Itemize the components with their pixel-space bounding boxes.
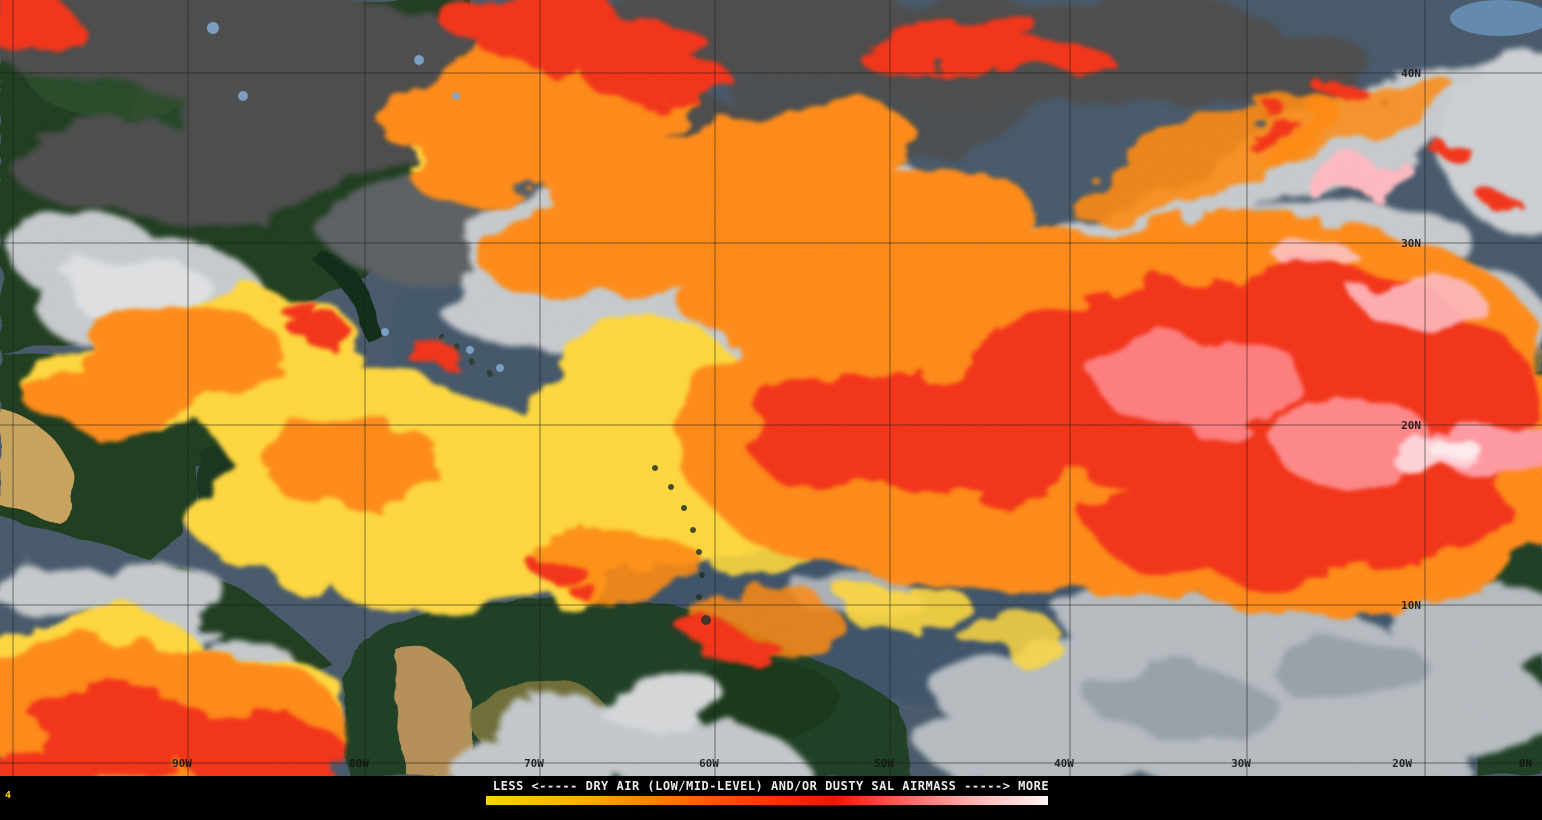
corner-mark: 4 [5, 790, 12, 801]
lat-label-20n: 20N [1401, 419, 1421, 432]
graticule-labels: 40N 30N 20N 10N 0N 90W 80W 70W 60W 50W 4… [172, 67, 1532, 770]
lon-label-90w: 90W [172, 757, 192, 770]
lon-label-30w: 30W [1231, 757, 1251, 770]
lon-label-80w: 80W [349, 757, 369, 770]
lon-label-50w: 50W [874, 757, 894, 770]
lon-label-20w: 20W [1392, 757, 1412, 770]
legend-color-bar [486, 796, 1048, 805]
lon-label-70w: 70W [524, 757, 544, 770]
image-grain [0, 0, 1542, 776]
lon-label-40w: 40W [1054, 757, 1074, 770]
satellite-scene: 40N 30N 20N 10N 0N 90W 80W 70W 60W 50W 4… [0, 0, 1542, 776]
lat-label-0n: 0N [1519, 757, 1532, 770]
lon-label-60w: 60W [699, 757, 719, 770]
caption-bar: GOES-EAST: SAHARAN AIR LAYER TRACKING PR… [0, 808, 1542, 820]
legend: 4 LESS <----- DRY AIR (LOW/MID-LEVEL) AN… [0, 776, 1542, 808]
lat-label-10n: 10N [1401, 599, 1421, 612]
legend-label: LESS <----- DRY AIR (LOW/MID-LEVEL) AND/… [492, 779, 1050, 793]
graticule-lines [0, 0, 1542, 776]
lat-label-30n: 30N [1401, 237, 1421, 250]
satellite-map: 40N 30N 20N 10N 0N 90W 80W 70W 60W 50W 4… [0, 0, 1542, 776]
lat-label-40n: 40N [1401, 67, 1421, 80]
